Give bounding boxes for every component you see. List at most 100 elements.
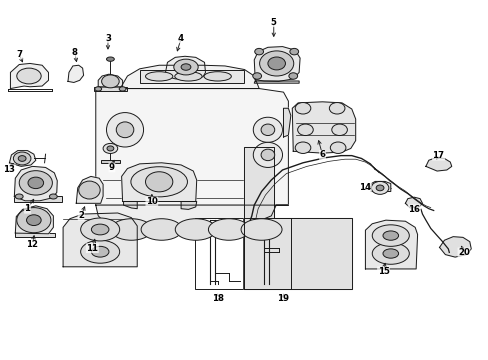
- Text: 17: 17: [431, 151, 444, 160]
- Ellipse shape: [297, 124, 313, 135]
- Polygon shape: [292, 102, 355, 153]
- Ellipse shape: [261, 149, 274, 161]
- Ellipse shape: [13, 152, 31, 165]
- Polygon shape: [98, 74, 122, 87]
- Text: 19: 19: [277, 294, 289, 303]
- Text: 3: 3: [105, 34, 111, 43]
- Text: 7: 7: [16, 50, 22, 59]
- Ellipse shape: [375, 185, 383, 191]
- Ellipse shape: [267, 57, 285, 70]
- Ellipse shape: [203, 72, 231, 81]
- Polygon shape: [122, 163, 196, 202]
- Polygon shape: [283, 108, 290, 137]
- Ellipse shape: [253, 117, 282, 142]
- Text: 2: 2: [78, 211, 84, 220]
- Bar: [140, 69, 244, 83]
- Polygon shape: [15, 206, 53, 234]
- Ellipse shape: [253, 142, 282, 167]
- Ellipse shape: [131, 167, 187, 197]
- Ellipse shape: [49, 194, 57, 199]
- Ellipse shape: [289, 48, 298, 55]
- Polygon shape: [405, 197, 422, 208]
- Ellipse shape: [174, 72, 202, 81]
- Ellipse shape: [181, 64, 190, 70]
- Ellipse shape: [81, 218, 120, 241]
- Bar: [15, 233, 55, 237]
- Polygon shape: [123, 202, 137, 209]
- Ellipse shape: [370, 181, 388, 194]
- Ellipse shape: [91, 246, 109, 257]
- Polygon shape: [14, 166, 57, 201]
- Text: 15: 15: [377, 267, 388, 276]
- Ellipse shape: [331, 124, 346, 135]
- Polygon shape: [76, 176, 103, 203]
- Ellipse shape: [26, 215, 41, 226]
- Ellipse shape: [259, 51, 293, 76]
- Polygon shape: [68, 65, 83, 82]
- Bar: [101, 160, 120, 163]
- Ellipse shape: [382, 231, 398, 240]
- Bar: [194, 218, 242, 289]
- Bar: [94, 87, 127, 91]
- Ellipse shape: [254, 48, 263, 55]
- Ellipse shape: [81, 240, 120, 263]
- Text: 14: 14: [359, 183, 371, 192]
- Ellipse shape: [18, 156, 26, 161]
- Text: 4: 4: [178, 34, 184, 43]
- Polygon shape: [9, 150, 36, 166]
- Ellipse shape: [175, 219, 216, 240]
- Ellipse shape: [241, 219, 282, 240]
- Ellipse shape: [107, 146, 114, 151]
- Bar: [243, 218, 291, 289]
- Text: 10: 10: [145, 197, 158, 206]
- Polygon shape: [120, 65, 259, 89]
- Polygon shape: [96, 89, 288, 205]
- Ellipse shape: [79, 181, 100, 199]
- Text: 16: 16: [407, 205, 419, 214]
- Text: 12: 12: [26, 240, 39, 249]
- Ellipse shape: [371, 243, 408, 264]
- Ellipse shape: [15, 194, 23, 199]
- Ellipse shape: [17, 208, 51, 233]
- Polygon shape: [165, 56, 205, 79]
- Ellipse shape: [261, 124, 274, 135]
- Polygon shape: [254, 81, 299, 83]
- Text: 11: 11: [86, 244, 98, 253]
- Polygon shape: [181, 202, 196, 210]
- Ellipse shape: [141, 219, 182, 240]
- Ellipse shape: [106, 113, 143, 147]
- Text: 18: 18: [211, 294, 223, 303]
- Ellipse shape: [19, 171, 52, 195]
- Ellipse shape: [252, 73, 261, 79]
- Bar: [14, 197, 62, 202]
- Ellipse shape: [91, 224, 109, 235]
- Ellipse shape: [102, 75, 119, 88]
- Text: 5: 5: [270, 18, 276, 27]
- Ellipse shape: [17, 68, 41, 84]
- Polygon shape: [365, 220, 417, 269]
- Ellipse shape: [95, 87, 102, 91]
- Ellipse shape: [288, 73, 297, 79]
- Ellipse shape: [111, 219, 152, 240]
- Ellipse shape: [295, 142, 310, 153]
- Text: 9: 9: [109, 163, 115, 172]
- Ellipse shape: [330, 142, 345, 153]
- Ellipse shape: [371, 225, 408, 246]
- Text: 6: 6: [319, 150, 325, 159]
- Polygon shape: [10, 63, 48, 89]
- Text: 8: 8: [72, 48, 78, 57]
- Ellipse shape: [329, 103, 344, 114]
- Polygon shape: [96, 205, 288, 233]
- Ellipse shape: [295, 103, 310, 114]
- Ellipse shape: [103, 143, 118, 153]
- Ellipse shape: [106, 57, 114, 61]
- Ellipse shape: [145, 172, 172, 192]
- Ellipse shape: [28, 177, 43, 189]
- Polygon shape: [254, 46, 300, 81]
- Ellipse shape: [145, 72, 172, 81]
- Polygon shape: [439, 237, 470, 257]
- Text: 20: 20: [457, 248, 469, 257]
- Polygon shape: [425, 158, 451, 171]
- Ellipse shape: [173, 59, 198, 75]
- Polygon shape: [243, 147, 351, 289]
